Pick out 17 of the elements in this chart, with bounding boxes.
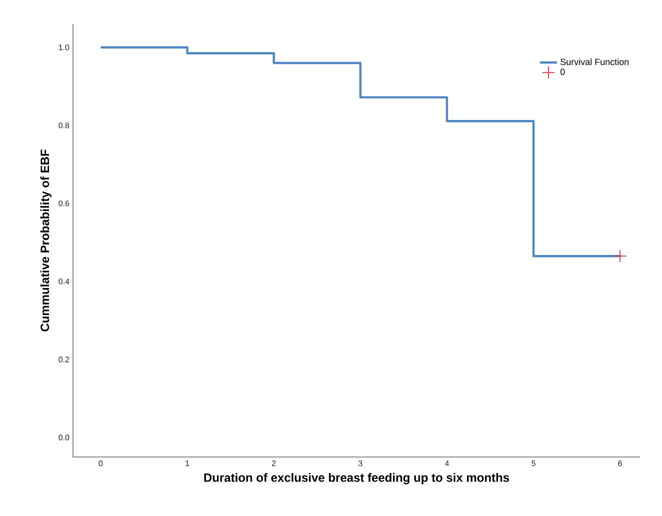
y-tick-label: 0.8	[58, 122, 70, 128]
legend-label: 0	[560, 68, 565, 76]
y-tick-label: 0.2	[58, 356, 70, 362]
x-tick-label: 5	[532, 460, 536, 466]
x-tick-label: 1	[186, 460, 190, 466]
y-tick-label: 0.6	[58, 200, 70, 206]
x-tick-label: 0	[98, 460, 103, 466]
y-tick-label: 0.4	[58, 278, 70, 284]
x-tick-label: 2	[272, 460, 276, 466]
legend-label: Survival Function	[560, 58, 629, 66]
x-tick-label: 3	[358, 460, 362, 466]
x-axis-title: Duration of exclusive breast feeding up to six months	[204, 473, 510, 484]
y-axis-title: Cummulative Probability of EBF	[40, 150, 52, 332]
y-tick-label: 0.0	[58, 434, 70, 440]
y-tick-label: 1.0	[58, 44, 70, 50]
x-tick-label: 6	[618, 460, 622, 466]
x-tick-label: 4	[444, 460, 449, 466]
